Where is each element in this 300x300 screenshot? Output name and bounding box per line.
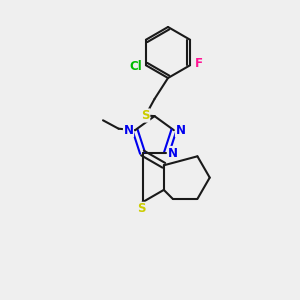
Text: Cl: Cl [129,60,142,73]
Text: N: N [124,124,134,137]
Text: S: S [137,202,145,215]
Text: S: S [141,109,150,122]
Text: N: N [176,124,185,137]
Text: F: F [194,57,202,70]
Text: N: N [168,146,178,160]
